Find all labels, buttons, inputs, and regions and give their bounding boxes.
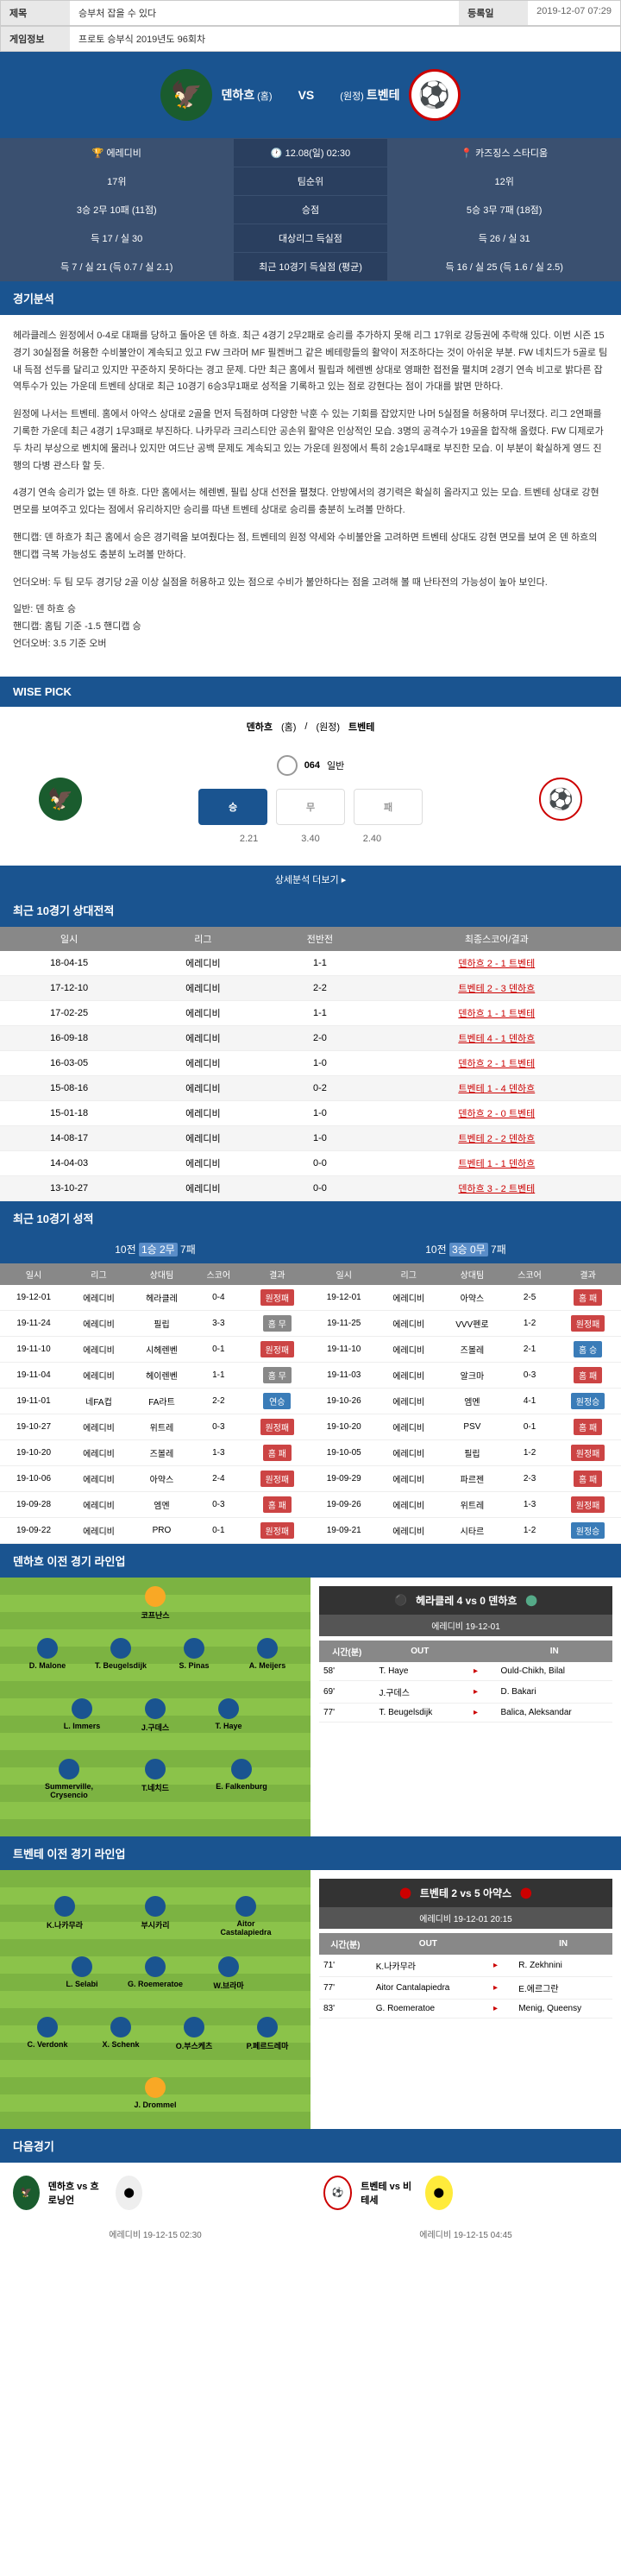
match-header: 🦅 덴하흐 (홈) VS (원정) 트벤테 ⚽ (0, 52, 621, 138)
home-team: 🦅 덴하흐 (홈) (160, 69, 272, 121)
odds-win-button[interactable]: 승 (198, 789, 267, 825)
wise-away-logo: ⚽ (539, 778, 582, 821)
next-away-logo2: ⬤ (425, 2176, 454, 2210)
home-suffix: (홈) (257, 91, 272, 102)
stadium-cell: 📍 카즈징스 스타디움 (388, 139, 621, 167)
away-form-summary: 10전 3승 0무 7패 (310, 1235, 621, 1263)
odds-draw-button[interactable]: 무 (276, 789, 345, 825)
vs-label: VS (298, 88, 315, 102)
analysis-body: 헤라클레스 원정에서 0-4로 대패를 당하고 돌아온 덴 하흐. 최근 4경기… (0, 315, 621, 677)
away-lineup-header: 트벤테 이전 경기 라인업 (0, 1836, 621, 1870)
away-lineup-info: ⬤트벤테 2 vs 5 아약스⬤ 에레디비 19-12-01 20:15 시간(… (310, 1870, 621, 2129)
home-lineup-info: ⚫헤라클레 4 vs 0 덴하흐⬤ 에레디비 19-12-01 시간(분)OUT… (310, 1578, 621, 1836)
next-home-logo1: 🦅 (13, 2176, 40, 2210)
title-row: 제목 승부처 잡을 수 있다 등록일 2019-12-07 07:29 (0, 0, 621, 26)
analysis-header: 경기분석 (0, 281, 621, 315)
detail-link[interactable]: 상세분석 더보기 ▸ (0, 866, 621, 893)
next-matches: 🦅 덴하흐 vs 흐로닝언 ⬤ 에레디비 19-12-15 02:30 ⚽ 트벤… (0, 2163, 621, 2245)
away-form-table: 일시리그상대팀스코어결과 19-12-01에레디비아약스2-5홈 패19-11-… (310, 1263, 621, 1544)
away-pitch: K.나카무라부시카리Aitor CastalapiedraL. SelabiG.… (0, 1870, 310, 2129)
wise-home-logo: 🦅 (39, 778, 82, 821)
next-home-logo2: ⬤ (116, 2176, 142, 2210)
away-team: (원정) 트벤테 ⚽ (340, 69, 460, 121)
next-header: 다음경기 (0, 2129, 621, 2163)
home-subs-table: 시간(분)OUTIN 58'T. Haye▸Ould-Chikh, Bilal6… (319, 1641, 612, 1723)
wisepick-teams-title: 덴하흐 (홈) / (원정) 트벤테 (13, 720, 608, 734)
h2h-table: 일시리그전반전최종스코어/결과 18-04-15에레디비1-1덴하흐 2 - 1… (0, 927, 621, 1201)
odds-lose-button[interactable]: 패 (354, 789, 423, 825)
wisepick-header: WISE PICK (0, 677, 621, 707)
game-number: 064 일반 (277, 755, 345, 776)
target-icon (277, 755, 298, 776)
datetime-cell: 🕐 12.08(일) 02:30 (233, 139, 388, 167)
date-label: 등록일 (459, 1, 528, 25)
date-value: 2019-12-07 07:29 (528, 1, 620, 25)
form-header: 최근 10경기 성적 (0, 1201, 621, 1235)
h2h-header: 최근 10경기 상대전적 (0, 893, 621, 927)
home-prev-match: ⚫헤라클레 4 vs 0 덴하흐⬤ (319, 1586, 612, 1615)
home-lineup-header: 덴하흐 이전 경기 라인업 (0, 1544, 621, 1578)
away-name: 트벤테 (367, 88, 400, 102)
away-prev-match: ⬤트벤테 2 vs 5 아약스⬤ (319, 1879, 612, 1907)
wisepick-body: 덴하흐 (홈) / (원정) 트벤테 🦅 064 일반 승 무 패 2.21 3… (0, 707, 621, 866)
home-form-table: 일시리그상대팀스코어결과 19-12-01에레디비헤라클레0-4원정패19-11… (0, 1263, 310, 1544)
info-value: 프로토 승부식 2019년도 96회차 (70, 27, 620, 51)
home-pitch: 코프난스D. MaloneT. BeugelsdijkS. PinasA. Me… (0, 1578, 310, 1836)
match-info-table: 🏆 에레디비 🕐 12.08(일) 02:30 📍 카즈징스 스타디움 17위 … (0, 138, 621, 281)
title-label: 제목 (1, 1, 70, 25)
next-away-logo1: ⚽ (323, 2176, 352, 2210)
home-form-summary: 10전 1승 2무 7패 (0, 1235, 310, 1263)
title-value: 승부처 잡을 수 있다 (70, 1, 459, 25)
league-cell: 🏆 에레디비 (1, 139, 234, 167)
home-name: 덴하흐 (221, 88, 254, 102)
away-logo: ⚽ (409, 69, 461, 121)
info-row: 게임정보 프로토 승부식 2019년도 96회차 (0, 26, 621, 52)
away-subs-table: 시간(분)OUTIN 71'K.나카무라▸R. Zekhnini77'Aitor… (319, 1933, 612, 2019)
info-label: 게임정보 (1, 27, 70, 51)
home-logo: 🦅 (160, 69, 212, 121)
away-suffix: (원정) (340, 91, 364, 102)
